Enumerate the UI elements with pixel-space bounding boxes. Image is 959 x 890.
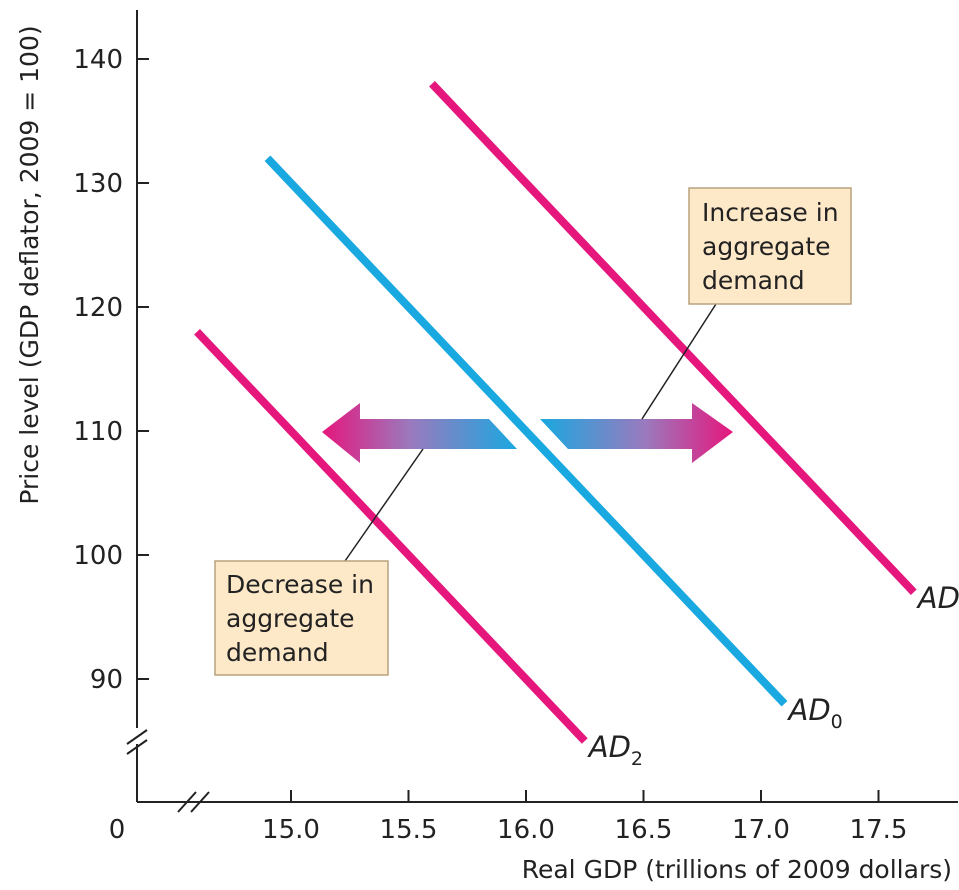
ad2-curve xyxy=(194,329,588,744)
increase-note-line: demand xyxy=(702,266,805,295)
x-tick-label: 17.0 xyxy=(732,815,790,845)
y-ticks: 90 100 110 120 130 140 xyxy=(73,45,149,695)
x-tick-label: 15.5 xyxy=(380,815,438,845)
decrease-arrow xyxy=(322,403,517,463)
decrease-note: Decrease in aggregate demand xyxy=(214,560,389,676)
y-tick-label: 110 xyxy=(73,417,123,447)
x-tick-label: 16.0 xyxy=(497,815,555,845)
y-axis-title: Price level (GDP deflator, 2009 = 100) xyxy=(15,25,44,504)
decrease-leader-line xyxy=(344,448,424,562)
x-tick-label: 15.0 xyxy=(262,815,320,845)
y-axis-break xyxy=(126,728,148,755)
y-tick-label: 100 xyxy=(73,541,123,571)
y-tick-label: 90 xyxy=(90,665,123,695)
x-axis-break xyxy=(177,791,210,813)
decrease-note-line: demand xyxy=(226,638,329,667)
y-tick-label: 130 xyxy=(73,169,123,199)
x-axis-title: Real GDP (trillions of 2009 dollars) xyxy=(522,855,952,884)
ad1-label: AD1 xyxy=(916,581,959,621)
ad2-label: AD2 xyxy=(587,730,643,770)
ad0-curve xyxy=(264,155,788,707)
x-tick-label: 16.5 xyxy=(615,815,673,845)
decrease-note-line: aggregate xyxy=(226,604,355,633)
increase-note-line: aggregate xyxy=(702,232,831,261)
increase-arrow xyxy=(540,403,733,463)
decrease-note-line: Decrease in xyxy=(226,570,374,599)
increase-note-line: Increase in xyxy=(702,198,839,227)
increase-note: Increase in aggregate demand xyxy=(688,187,852,305)
y-tick-label: 140 xyxy=(73,45,123,75)
ad0-label: AD0 xyxy=(787,693,843,733)
ad1-curve xyxy=(429,81,917,595)
x-tick-label: 17.5 xyxy=(850,815,908,845)
origin-label: 0 xyxy=(109,815,126,845)
y-tick-label: 120 xyxy=(73,293,123,323)
increase-leader-line xyxy=(641,303,717,420)
x-ticks: 15.0 15.5 16.0 16.5 17.0 17.5 xyxy=(262,790,907,845)
